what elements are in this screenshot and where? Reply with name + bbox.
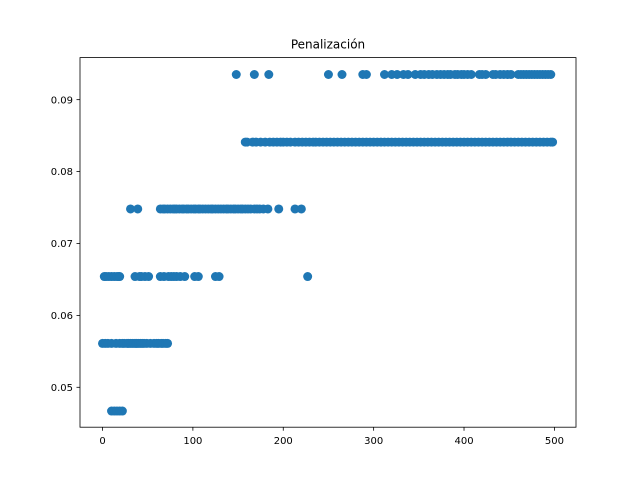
data-point [249, 70, 259, 79]
data-point [117, 406, 127, 416]
y-tick-label: 0.06 [51, 311, 73, 322]
data-point [214, 272, 224, 282]
data-point [163, 338, 173, 348]
data-point [263, 204, 273, 214]
data-point [481, 70, 491, 79]
y-tick-label: 0.05 [51, 383, 73, 394]
data-point [126, 204, 136, 214]
data-point [403, 70, 413, 79]
x-tick-label: 100 [183, 436, 202, 447]
data-point [290, 204, 300, 214]
data-point [323, 70, 333, 79]
data-point [296, 204, 306, 214]
data-point [466, 70, 476, 79]
data-point [337, 70, 347, 79]
data-point [506, 70, 516, 79]
y-tick-label: 0.08 [51, 167, 73, 178]
data-point [379, 70, 389, 79]
y-tick-label: 0.09 [51, 95, 73, 106]
data-point [548, 137, 558, 147]
data-point [144, 272, 154, 282]
data-point [193, 272, 203, 282]
y-tick-label: 0.07 [51, 239, 73, 250]
chart-title: Penalización [291, 38, 365, 52]
data-point [361, 70, 371, 79]
data-point [392, 70, 402, 79]
data-point [133, 204, 143, 214]
x-tick-label: 400 [454, 436, 473, 447]
plot-frame [79, 57, 577, 428]
x-tick-label: 0 [99, 436, 105, 447]
data-point [231, 70, 241, 79]
data-point [115, 272, 125, 282]
x-axis: 0 100 200 300 400 500 [99, 427, 564, 447]
x-tick-label: 300 [364, 436, 383, 447]
x-tick-label: 200 [274, 436, 293, 447]
data-point [303, 272, 313, 282]
points-layer [98, 70, 558, 416]
y-axis: 0.05 0.06 0.07 0.08 0.09 [51, 95, 80, 394]
data-point [264, 70, 274, 79]
data-point [180, 272, 190, 282]
x-tick-label: 500 [545, 436, 564, 447]
data-point [274, 204, 284, 214]
data-point [546, 70, 556, 79]
